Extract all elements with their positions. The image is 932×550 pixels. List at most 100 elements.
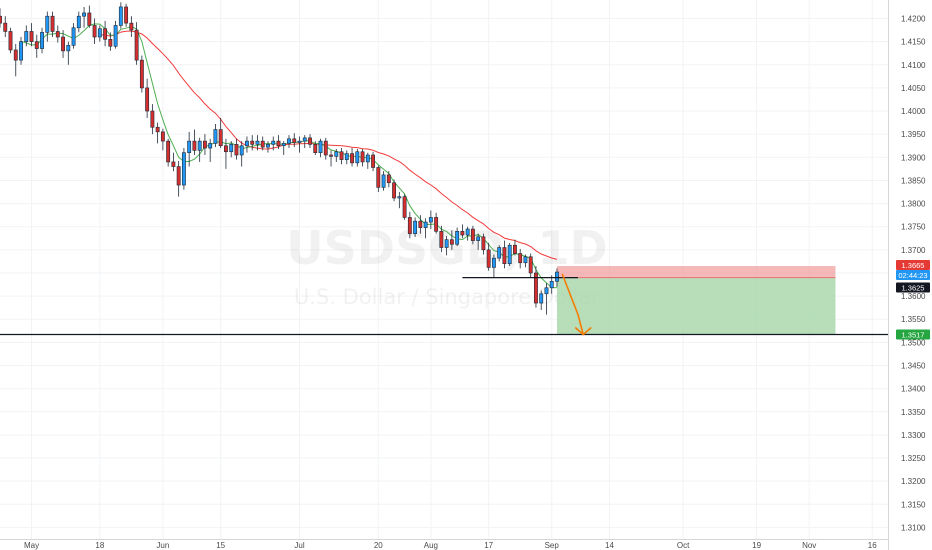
candle-body bbox=[50, 15, 55, 32]
candle-body bbox=[103, 28, 108, 40]
candle-body bbox=[155, 126, 160, 133]
candle-body bbox=[166, 140, 171, 163]
long-short-position-tool[interactable] bbox=[556, 266, 836, 335]
time-tick-label: 15 bbox=[216, 541, 225, 550]
time-axis[interactable]: May 18 Jun 15 Jul 20 Aug 17 Sep 14 Oct 19 Nov 16 bbox=[0, 539, 888, 550]
candle-body bbox=[0, 15, 2, 24]
candle-body bbox=[476, 236, 481, 241]
candle-body bbox=[124, 6, 129, 24]
price-tick-label: 1.3550 bbox=[901, 315, 926, 324]
price-axis[interactable]: 1.4200 1.4150 1.4100 1.4050 1.4000 1.3950 1.39… bbox=[888, 0, 931, 550]
price-tick-label: 1.4150 bbox=[901, 38, 926, 47]
candle-up bbox=[213, 123, 218, 148]
candle-up bbox=[287, 135, 291, 149]
candle-down bbox=[407, 211, 412, 239]
candle-body bbox=[19, 41, 23, 61]
candle-down bbox=[371, 151, 375, 172]
candle-up bbox=[118, 2, 123, 29]
candle-body bbox=[29, 31, 34, 42]
candle-up bbox=[76, 11, 81, 33]
candle-body bbox=[386, 174, 391, 184]
candle-up bbox=[266, 141, 270, 153]
price-tick-label: 1.3700 bbox=[901, 246, 926, 255]
candle-body bbox=[491, 257, 496, 268]
candle-down bbox=[3, 16, 8, 38]
price-tick-label: 1.3200 bbox=[901, 477, 926, 486]
candle-body bbox=[292, 138, 297, 143]
candle-body bbox=[434, 217, 439, 232]
stop-zone[interactable] bbox=[556, 266, 836, 278]
candle-down bbox=[534, 266, 538, 308]
price-tick-label: 1.4100 bbox=[901, 61, 926, 70]
candle-down bbox=[124, 3, 129, 27]
arrow-shaft[interactable] bbox=[561, 273, 585, 335]
candle-body bbox=[428, 217, 433, 223]
arrow-head[interactable] bbox=[574, 326, 592, 336]
candle-body bbox=[234, 144, 239, 156]
candle-body bbox=[329, 154, 333, 157]
candle-body bbox=[544, 287, 549, 295]
price-tick-label: 1.3750 bbox=[901, 223, 926, 232]
price-tick-label: 1.3400 bbox=[901, 385, 926, 394]
candle-down bbox=[449, 230, 454, 250]
candle-body bbox=[460, 231, 465, 236]
candle-down bbox=[339, 148, 344, 165]
candle-up bbox=[45, 11, 50, 42]
candle-down bbox=[481, 233, 486, 255]
candle-body bbox=[444, 239, 449, 248]
candle-body bbox=[55, 31, 60, 38]
candle-body bbox=[513, 244, 517, 254]
candle-up bbox=[97, 25, 102, 42]
candle-down bbox=[176, 161, 181, 197]
candle-up bbox=[491, 254, 496, 278]
candle-down bbox=[513, 239, 517, 256]
candle-down bbox=[323, 137, 328, 160]
candle-up bbox=[539, 290, 544, 310]
price-tick-label: 1.3350 bbox=[901, 408, 926, 417]
candle-body bbox=[528, 256, 533, 274]
candle-body bbox=[129, 22, 134, 31]
candle-down bbox=[8, 27, 13, 54]
candle-down bbox=[155, 122, 160, 144]
candle-body bbox=[449, 239, 454, 245]
candle-down bbox=[260, 136, 265, 151]
candle-up bbox=[549, 275, 554, 294]
candle-body bbox=[24, 31, 29, 42]
projection-arrow[interactable] bbox=[561, 273, 592, 336]
candle-body bbox=[397, 196, 402, 199]
watermark: USDSGD, 1D U.S. Dollar / Singapore Dolla… bbox=[286, 221, 607, 309]
candle-body bbox=[13, 49, 18, 61]
price-tick-label: 1.3250 bbox=[901, 454, 926, 463]
candle-body bbox=[213, 129, 218, 144]
candle-down bbox=[55, 25, 60, 43]
candle-body bbox=[34, 41, 39, 49]
price-tick-label: 1.3300 bbox=[901, 431, 926, 440]
candle-down bbox=[166, 138, 171, 167]
price-badge-text: 1.3625 bbox=[902, 284, 925, 293]
candle-body bbox=[376, 167, 381, 188]
price-tick-label: 1.3150 bbox=[901, 500, 926, 509]
candle-down bbox=[308, 134, 312, 149]
candle-body bbox=[350, 153, 354, 164]
price-tick-label: 1.3850 bbox=[901, 176, 926, 185]
price-badge-text: 1.3517 bbox=[902, 331, 925, 340]
candle-body bbox=[413, 220, 418, 234]
candle-down bbox=[386, 171, 391, 188]
time-tick-label: 19 bbox=[752, 541, 761, 550]
price-badge-bg bbox=[896, 282, 930, 293]
candle-down bbox=[108, 32, 113, 51]
candle-body bbox=[3, 22, 8, 32]
candle-body bbox=[502, 247, 507, 265]
target-zone[interactable] bbox=[556, 277, 836, 335]
candle-down bbox=[434, 212, 439, 234]
candle-up bbox=[455, 227, 460, 247]
candle-up bbox=[255, 135, 260, 151]
candle-down bbox=[150, 104, 155, 135]
candle-up bbox=[82, 6, 86, 28]
candle-body bbox=[108, 39, 113, 47]
candle-down bbox=[87, 5, 92, 28]
candle-down bbox=[0, 8, 2, 28]
candle-down bbox=[13, 43, 18, 77]
candle-body bbox=[87, 12, 92, 26]
